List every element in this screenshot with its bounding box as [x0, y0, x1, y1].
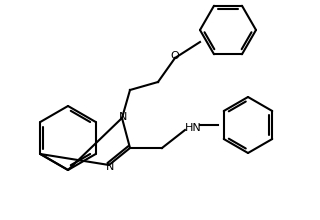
Text: HN: HN [185, 123, 202, 133]
Text: N: N [106, 162, 114, 172]
Text: O: O [171, 51, 180, 61]
Text: N: N [119, 112, 127, 122]
